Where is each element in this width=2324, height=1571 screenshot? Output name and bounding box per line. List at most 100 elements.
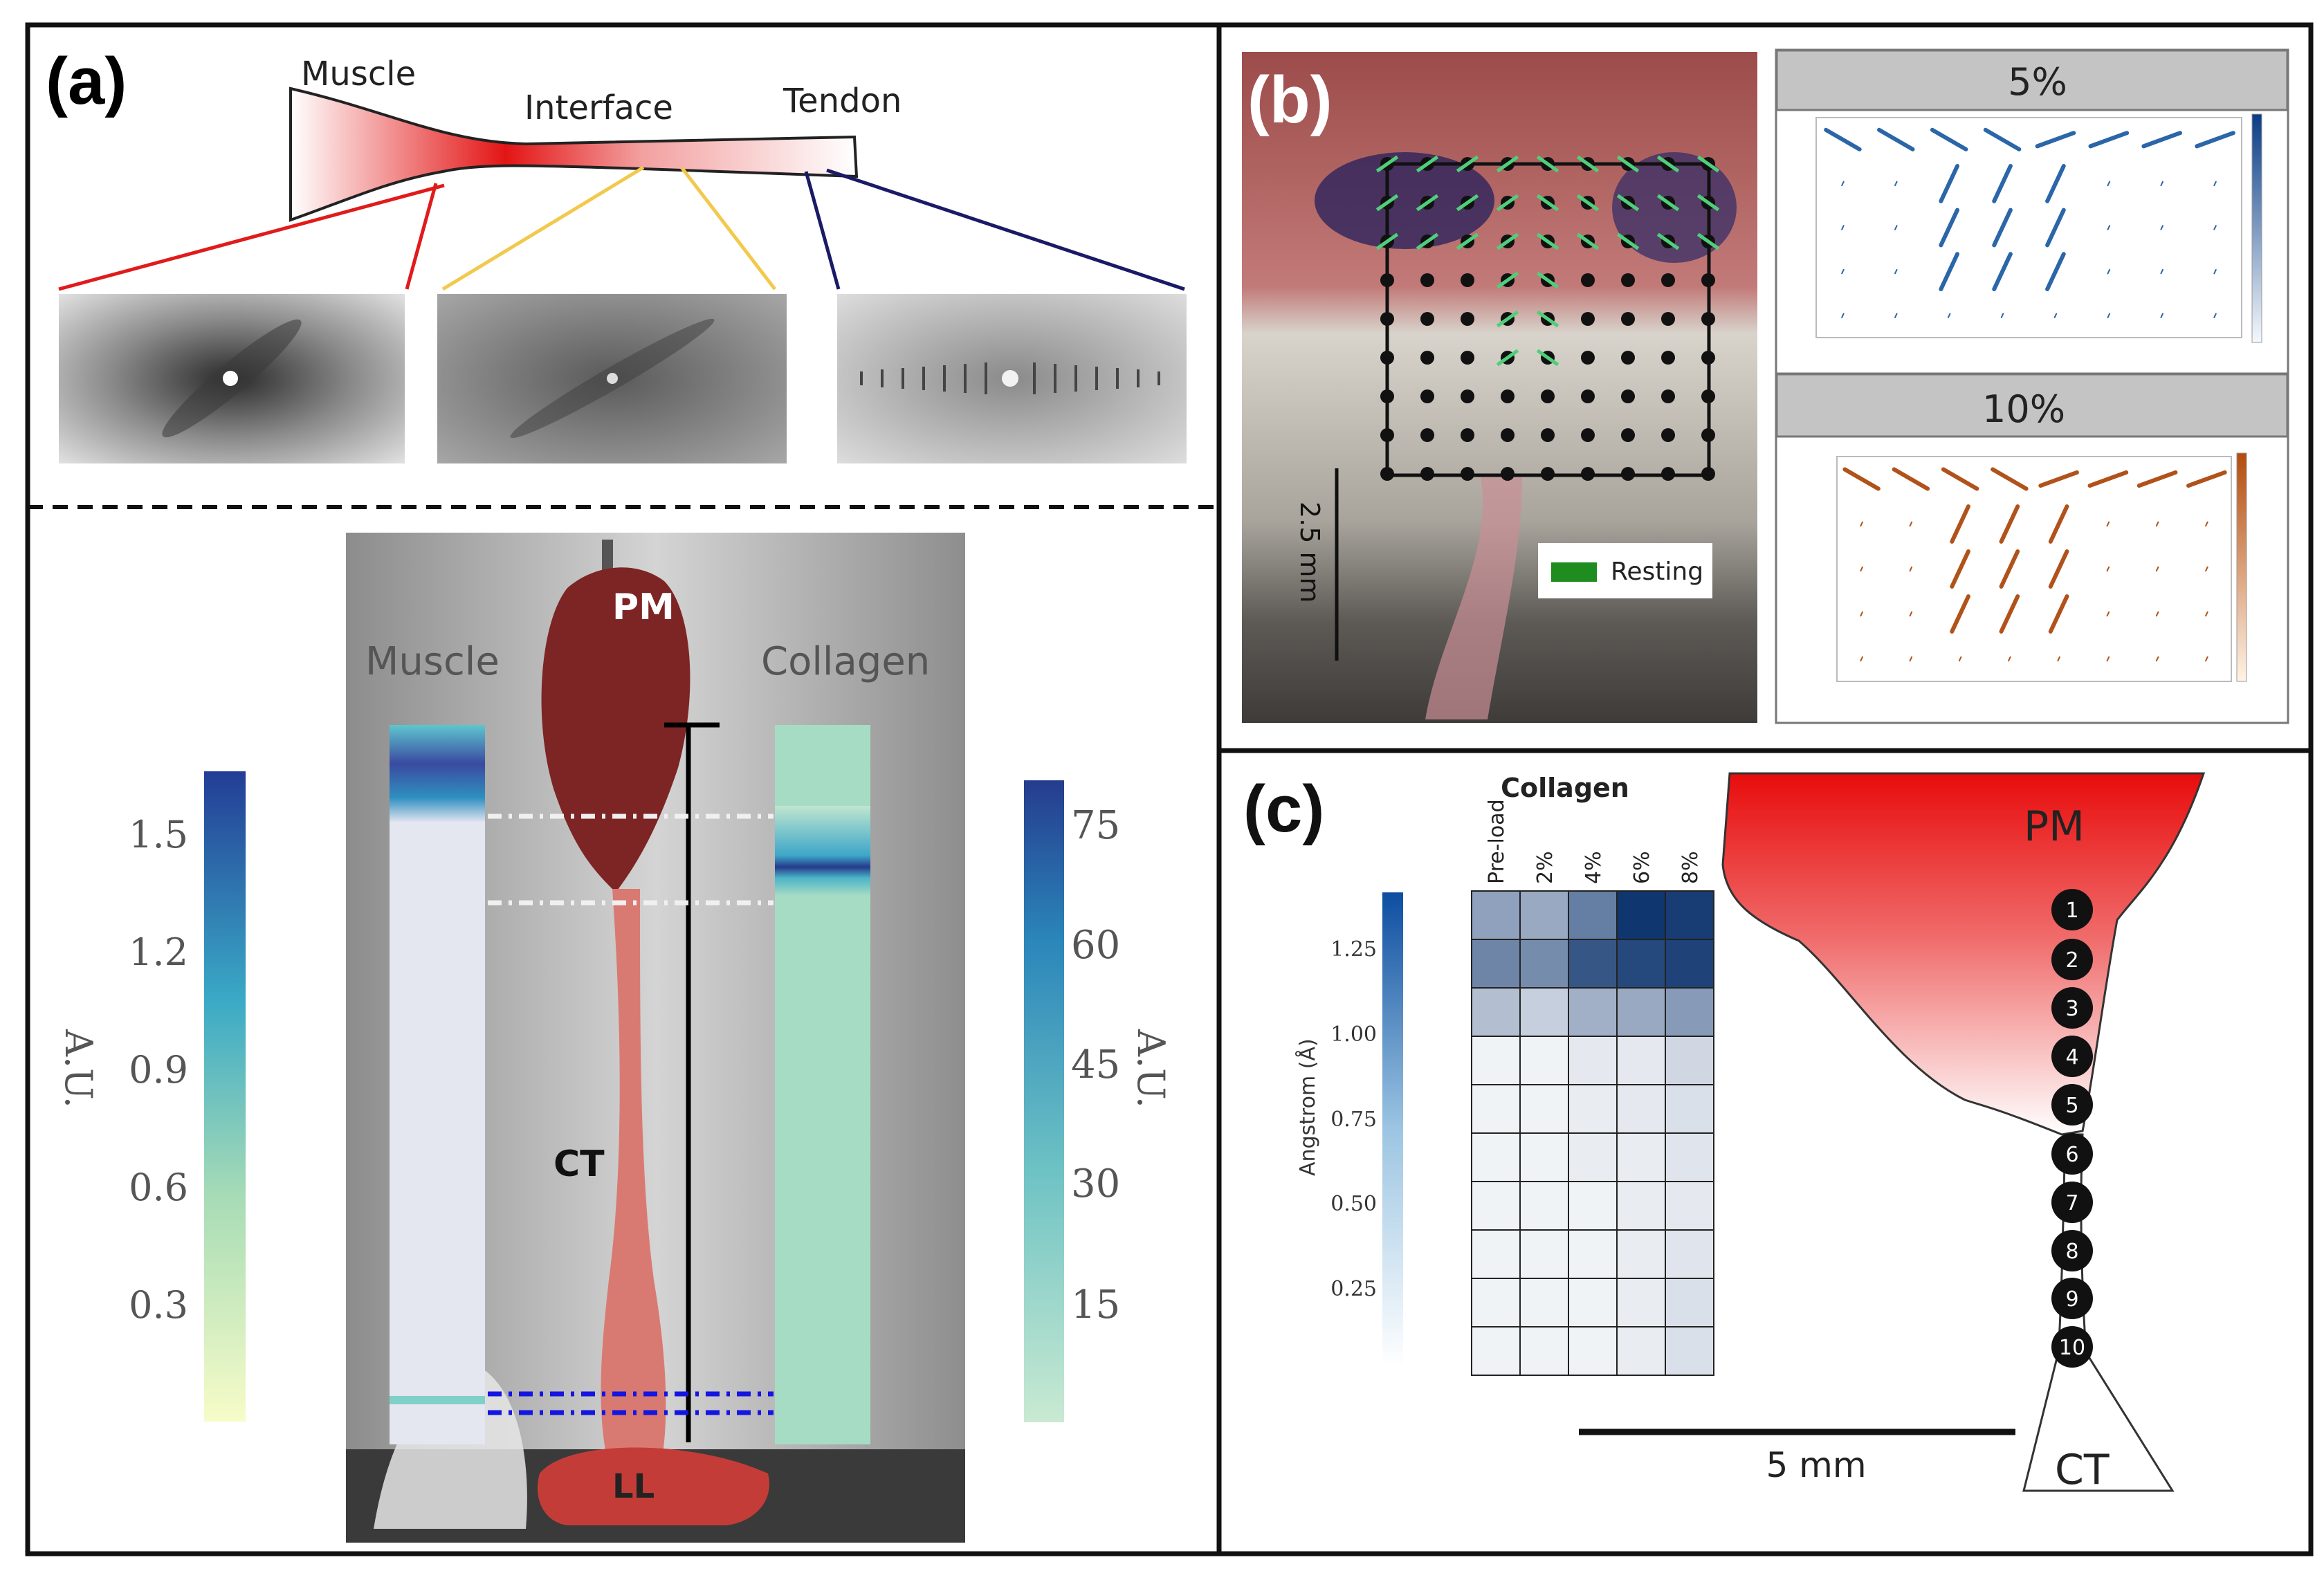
grid-dot: [1661, 312, 1675, 326]
strain-vector: [2106, 656, 2110, 662]
measurement-points: 1 2 3 4 5 6 7 8 9 10: [2051, 889, 2093, 1368]
strain-vector: [1892, 467, 1930, 491]
strain-marker: [1496, 271, 1519, 289]
heatmap-cell: [1616, 890, 1666, 940]
pm-ct-schematic: [1721, 772, 2206, 1136]
heatmap-cell: [1665, 1132, 1714, 1182]
heatmap-cell: [1568, 890, 1618, 940]
heatmap-cell: [1471, 1084, 1521, 1134]
heatmap-cell: [1568, 1278, 1618, 1327]
grid-dot: [1701, 428, 1715, 442]
collagen-bar-title: Collagen: [761, 639, 930, 684]
measurement-point-label: 10: [2059, 1336, 2085, 1360]
strain-vector: [1894, 181, 1898, 187]
strain-vector: [2160, 225, 2163, 230]
grid-dot: [1701, 312, 1715, 326]
colorbar-collagen-tick: 15: [1071, 1283, 1120, 1327]
strain-marker: [1375, 232, 1399, 250]
grid-dot: [1420, 467, 1434, 481]
connector-tendon-left: [804, 171, 841, 290]
grid-dot: [1420, 389, 1434, 403]
strain-marker: [1656, 155, 1680, 173]
strain-vector: [1877, 127, 1915, 151]
strain-vector: [1909, 521, 1913, 527]
strain-marker: [1576, 155, 1600, 173]
panel-a-label: (a): [46, 44, 127, 118]
heatmap-column-label: 8%: [1678, 851, 1703, 884]
measurement-point: [2051, 1326, 2093, 1368]
strain-vector: [2008, 656, 2011, 662]
heatmap-cell: [1519, 987, 1569, 1037]
strain-vector: [1950, 594, 1970, 634]
strain-vector: [1947, 313, 1951, 318]
heatmap-cell: [1519, 939, 1569, 989]
heatmap-cell: [1519, 1326, 1569, 1376]
scale-text-c: 5 mm: [1766, 1445, 1866, 1485]
strain-vector: [1941, 467, 1979, 491]
grid-dot: [1621, 389, 1635, 403]
strain-vector: [2213, 181, 2217, 187]
strain-marker: [1536, 271, 1559, 289]
grid-dot: [1701, 389, 1715, 403]
heatmap-cell: [1471, 1036, 1521, 1085]
strain-vector: [1930, 127, 1968, 151]
strain-vector: [1991, 467, 2029, 491]
panel-b: (b) 2.5 mm Resting 5% 10%: [1242, 48, 2289, 724]
panel-b-label: (b): [1247, 63, 1333, 137]
strain-plot-10-title: 10%: [1982, 387, 2065, 431]
heatmap-cell: [1665, 1084, 1714, 1134]
strain-vector: [2205, 611, 2208, 617]
grid-dot: [1380, 273, 1394, 287]
strain-marker: [1416, 232, 1439, 250]
heatmap-cell: [1519, 1036, 1569, 1085]
strain-marker: [1536, 232, 1559, 250]
measurement-point: [2051, 1230, 2093, 1271]
strain-vector: [1860, 611, 1863, 617]
label-ct: CT: [553, 1143, 605, 1185]
heatmap-cell: [1616, 1326, 1666, 1376]
heatmap-cell: [1665, 1181, 1714, 1231]
heatmap-colorbar-tick: 0.50: [1330, 1192, 1377, 1216]
heatmap-cell: [1568, 1181, 1618, 1231]
measurement-point: [2051, 1036, 2093, 1077]
strain-plot-5-header: [1775, 49, 2289, 111]
heatmap-cell: [1616, 1278, 1666, 1327]
measurement-point: [2051, 1278, 2093, 1319]
scale-text-b: 2.5 mm: [1294, 502, 1325, 603]
strain-vector: [2048, 549, 2069, 589]
strain-marker: [1375, 194, 1399, 212]
strain-marker: [1696, 232, 1720, 250]
heatmap-cell: [1616, 939, 1666, 989]
strain-vector: [1824, 127, 1862, 151]
strain-vector: [2155, 521, 2159, 527]
strain-vector: [1841, 181, 1845, 187]
grid-dot: [1581, 312, 1595, 326]
measurement-point-label: 5: [2065, 1094, 2078, 1118]
strain-plot-5-colorbar: [2251, 113, 2262, 343]
strain-vector: [2107, 225, 2111, 230]
strain-vector: [2107, 313, 2111, 318]
heatmap-cell: [1616, 1036, 1666, 1085]
strain-vector: [2155, 566, 2159, 572]
heatmap-cell: [1568, 1229, 1618, 1279]
heatmap-cell: [1665, 1326, 1714, 1376]
strain-vector: [1939, 208, 1960, 248]
connector-tendon-right: [826, 168, 1185, 291]
colorbar-muscle-tick: 0.3: [129, 1283, 188, 1327]
grid-dot: [1461, 351, 1474, 365]
strain-vector: [2205, 566, 2208, 572]
specimen-photo: [346, 533, 965, 1543]
strain-vector: [1939, 164, 1960, 203]
strain-vector: [1999, 549, 2020, 589]
connector-muscle-right: [405, 183, 438, 290]
strain-plot-10-colorbar: [2236, 452, 2247, 682]
strain-vector: [1842, 467, 1881, 491]
strain-vector: [1894, 268, 1898, 275]
diffraction-image-muscle: [59, 294, 405, 463]
strain-vector: [1950, 549, 1970, 589]
strain-vector: [2195, 131, 2235, 149]
heatmap-cell: [1665, 1036, 1714, 1085]
strain-marker: [1616, 232, 1640, 250]
heatmap-cell: [1519, 1181, 1569, 1231]
strain-vector: [1992, 164, 2013, 203]
